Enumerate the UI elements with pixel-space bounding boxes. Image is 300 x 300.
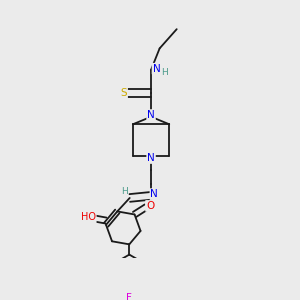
Text: H: H	[121, 187, 128, 196]
Text: HO: HO	[81, 212, 96, 222]
Text: N: N	[150, 189, 158, 199]
Text: O: O	[146, 201, 154, 211]
Text: N: N	[147, 110, 155, 120]
Text: F: F	[126, 292, 132, 300]
Text: N: N	[152, 64, 160, 74]
Text: N: N	[147, 153, 155, 163]
Text: S: S	[120, 88, 127, 98]
Text: H: H	[162, 68, 168, 77]
